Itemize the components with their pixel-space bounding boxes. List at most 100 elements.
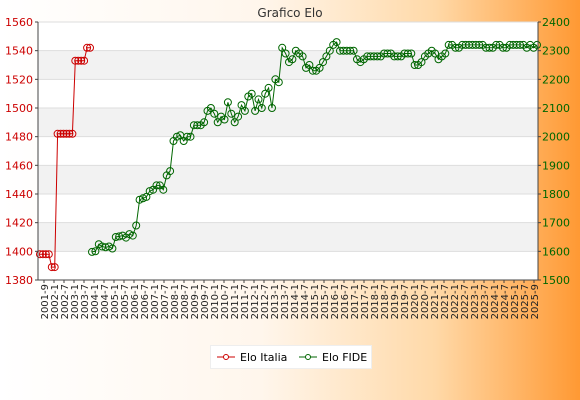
data-point-elo-fide — [186, 132, 195, 141]
data-point-elo-italia — [74, 56, 83, 65]
left-tick-label: 1560 — [5, 16, 33, 29]
plot-band — [38, 108, 538, 137]
data-point-elo-fide — [451, 43, 460, 52]
left-tick-label: 1400 — [5, 245, 33, 258]
left-tick-label: 1380 — [5, 274, 33, 287]
data-point-elo-fide — [278, 43, 287, 52]
data-point-elo-italia — [38, 250, 47, 259]
data-point-elo-fide — [383, 49, 392, 58]
data-point-elo-fide — [237, 101, 246, 110]
x-tick-label: 2015-7 — [320, 284, 331, 319]
data-point-elo-fide — [257, 104, 266, 112]
plot-band — [38, 22, 538, 51]
data-point-elo-fide — [349, 46, 358, 55]
x-tick-label: 2018-1 — [370, 284, 381, 319]
plot-band — [38, 251, 538, 280]
x-tick-label: 2021-1 — [430, 284, 441, 319]
right-axis-tick-labels: 1500 1600 1700 1800 1900 2000 2100 2200 2300 2400 — [542, 16, 570, 287]
data-point-elo-fide — [325, 46, 334, 55]
data-point-elo-fide — [247, 89, 256, 98]
x-tick-label: 2006-1 — [130, 284, 141, 319]
data-point-elo-fide — [251, 106, 260, 115]
legend-swatch-elo-fide — [299, 354, 317, 360]
data-point-elo-fide — [417, 58, 426, 67]
data-point-elo-italia — [36, 250, 44, 259]
x-tick-label: 2025-7 — [520, 284, 531, 319]
x-tick-label: 2002-7 — [60, 284, 71, 319]
x-tick-label: 2019-1 — [390, 284, 401, 319]
left-tick-label: 1460 — [5, 159, 33, 172]
data-point-elo-fide — [193, 121, 202, 130]
x-tick-label: 2020-7 — [420, 284, 431, 319]
data-point-elo-fide — [444, 40, 453, 49]
legend-label-elo-fide: Elo FIDE — [322, 350, 368, 364]
data-point-elo-fide — [373, 52, 382, 61]
data-point-elo-italia — [83, 43, 92, 52]
legend-item-elo-fide: Elo FIDE — [299, 350, 367, 364]
data-point-elo-fide — [91, 247, 100, 256]
data-point-elo-italia — [56, 129, 65, 138]
x-tick-label: 2016-1 — [330, 284, 341, 319]
x-axis-tick-labels: 2001-9 2002-1 2002-7 2003-1 2003-7 2004-1 2004… — [40, 284, 541, 319]
data-point-elo-fide — [319, 58, 327, 67]
data-point-elo-fide — [213, 118, 222, 127]
data-point-elo-fide — [410, 61, 419, 69]
data-point-elo-fide — [533, 40, 541, 49]
legend: Elo Italia Elo FIDE — [211, 346, 371, 368]
data-point-elo-italia — [62, 129, 71, 138]
x-tick-label: 2005-1 — [110, 284, 121, 319]
x-tick-label: 2019-7 — [400, 284, 411, 319]
data-point-elo-fide — [108, 244, 117, 253]
data-point-elo-italia — [65, 129, 74, 138]
data-point-elo-fide — [346, 46, 355, 55]
data-point-elo-fide — [298, 52, 307, 61]
data-point-elo-fide — [261, 89, 270, 98]
data-point-elo-fide — [475, 40, 484, 49]
data-point-elo-italia — [68, 129, 77, 138]
left-tick-label: 1420 — [5, 217, 33, 230]
plot-band — [38, 136, 538, 166]
data-point-elo-fide — [274, 78, 283, 87]
data-point-elo-fide — [288, 55, 297, 64]
x-tick-label: 2001-9 — [40, 284, 51, 319]
data-point-elo-fide — [308, 66, 317, 75]
x-tick-label: 2004-7 — [100, 284, 111, 319]
right-tick-label: 1500 — [542, 274, 570, 287]
legend-item-elo-italia: Elo Italia — [217, 350, 287, 364]
data-point-elo-fide — [305, 61, 314, 69]
left-tick-label: 1500 — [5, 102, 33, 115]
plot-band — [38, 222, 538, 252]
grid-lines — [38, 21, 538, 281]
x-tick-label: 2017-1 — [350, 284, 361, 319]
right-tick-label: 1900 — [542, 159, 570, 172]
axes — [35, 21, 541, 283]
right-tick-label: 1800 — [542, 188, 570, 201]
data-point-elo-italia — [53, 129, 62, 138]
data-point-elo-fide — [264, 83, 273, 92]
x-tick-label: 2009-1 — [190, 284, 201, 319]
right-tick-label: 2000 — [542, 131, 570, 144]
data-point-elo-fide — [234, 112, 243, 121]
x-tick-label: 2021-7 — [440, 284, 451, 319]
data-point-elo-italia — [71, 56, 80, 65]
data-point-elo-italia — [50, 263, 59, 272]
data-point-elo-fide — [499, 43, 507, 52]
data-point-elo-fide — [206, 104, 215, 112]
left-tick-label: 1480 — [5, 131, 33, 144]
data-point-elo-fide — [281, 49, 290, 58]
x-tick-label: 2007-1 — [150, 284, 161, 319]
data-point-elo-fide — [142, 192, 151, 201]
data-point-elo-fide — [431, 49, 440, 58]
right-tick-label: 2100 — [542, 102, 570, 115]
series-layer — [36, 38, 541, 272]
left-axis-tick-labels: 1380 1400 1420 1440 1460 1480 1500 1520 1540 1560 — [5, 16, 33, 287]
data-point-elo-fide — [254, 95, 263, 104]
x-tick-label: 2022-1 — [450, 284, 461, 319]
data-point-elo-fide — [516, 40, 524, 49]
data-point-elo-fide — [227, 109, 236, 118]
x-tick-label: 2017-7 — [360, 284, 371, 319]
data-point-elo-italia — [59, 129, 68, 138]
plot-band — [38, 194, 538, 223]
x-tick-label: 2014-7 — [300, 284, 311, 319]
